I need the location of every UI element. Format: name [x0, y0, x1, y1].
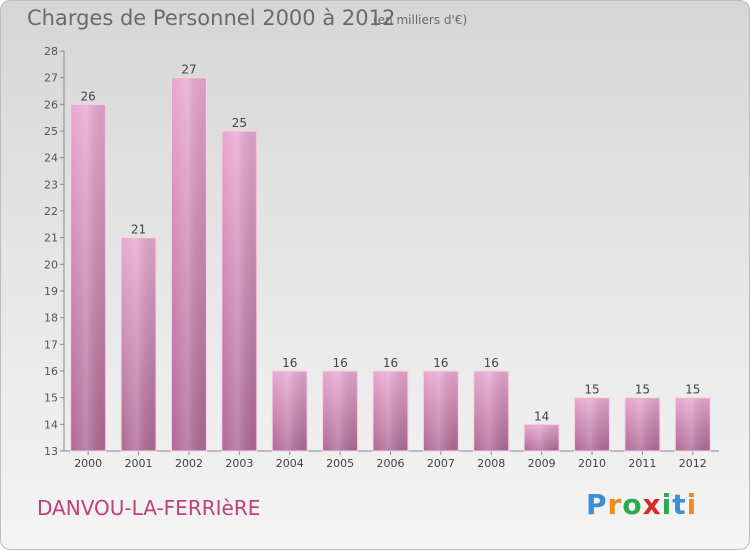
y-tick-label: 13 — [44, 445, 58, 458]
x-tick-label: 2005 — [326, 457, 354, 470]
x-tick-label: 2010 — [578, 457, 606, 470]
bar-value-label: 16 — [282, 356, 297, 370]
logo-letter: P — [586, 488, 608, 521]
chart-bars: 26 21 27 25 16 16 16 16 16 14 15 15 15 — [70, 63, 711, 452]
y-tick-label: 26 — [44, 98, 58, 111]
logo-letter: o — [622, 488, 643, 521]
logo-letter: i — [661, 488, 673, 521]
bar-value-label: 16 — [332, 356, 347, 370]
y-tick-label: 23 — [44, 178, 58, 191]
bar-value-label: 16 — [484, 356, 499, 370]
bar-value-label: 16 — [383, 356, 398, 370]
bar-shine — [71, 105, 105, 450]
x-tick-label: 2007 — [427, 457, 455, 470]
chart-axes: 13 14 15 16 17 18 19 20 21 22 23 24 25 26 27 28 2000 2001… — [44, 45, 719, 470]
bar-value-label: 21 — [131, 223, 146, 237]
bar-shine — [625, 398, 659, 450]
x-tick-label: 2002 — [175, 457, 203, 470]
x-tick-label: 2004 — [276, 457, 304, 470]
bar-value-label: 25 — [232, 116, 247, 130]
x-tick-label: 2000 — [74, 457, 102, 470]
bar-shine — [374, 372, 407, 450]
y-tick-label: 15 — [44, 392, 58, 405]
y-tick-label: 20 — [44, 258, 58, 271]
proxiti-logo: Proxiti — [586, 488, 697, 521]
bar-shine — [525, 425, 559, 450]
y-tick-label: 24 — [44, 152, 58, 165]
y-tick-label: 27 — [44, 72, 58, 85]
x-tick-label: 2009 — [528, 457, 556, 470]
x-tick-label: 2011 — [628, 457, 656, 470]
bar-shine — [474, 372, 508, 450]
bar-shine — [172, 78, 206, 451]
y-tick-label: 22 — [44, 205, 58, 218]
y-tick-label: 25 — [44, 125, 58, 138]
bar-shine — [273, 372, 307, 450]
bar-value-label: 27 — [181, 63, 196, 77]
bar-value-label: 16 — [433, 356, 448, 370]
x-tick-label: 2008 — [477, 457, 505, 470]
logo-letter: r — [607, 488, 623, 521]
bar-value-label: 15 — [584, 383, 599, 397]
chart-title: Charges de Personnel 2000 à 2012 — [27, 6, 396, 30]
bar-value-label: 26 — [81, 89, 96, 103]
bar-shine — [122, 238, 156, 450]
y-tick-label: 19 — [44, 285, 58, 298]
logo-letter: i — [686, 488, 698, 521]
y-tick-label: 21 — [44, 232, 58, 245]
chart-unit-note: (en milliers d'€) — [373, 13, 468, 27]
x-tick-label: 2012 — [679, 457, 707, 470]
bar-shine — [424, 372, 458, 450]
bar-shine — [575, 398, 609, 450]
logo-letter: x — [642, 488, 662, 521]
x-tick-label: 2003 — [225, 457, 253, 470]
y-tick-label: 16 — [44, 365, 58, 378]
y-tick-label: 28 — [44, 45, 58, 58]
bar-value-label: 14 — [534, 409, 549, 423]
bar-value-label: 15 — [685, 383, 700, 397]
bar-shine — [222, 132, 256, 450]
y-tick-label: 17 — [44, 338, 58, 351]
logo-letter: t — [672, 488, 687, 521]
x-tick-label: 2006 — [377, 457, 405, 470]
x-tick-label: 2001 — [125, 457, 153, 470]
y-tick-label: 18 — [44, 312, 58, 325]
commune-name: DANVOU-LA-FERRIèRE — [37, 496, 261, 520]
bar-value-label: 15 — [635, 383, 650, 397]
bar-shine — [323, 372, 357, 450]
bar-shine — [676, 398, 710, 450]
y-tick-label: 14 — [44, 418, 58, 431]
